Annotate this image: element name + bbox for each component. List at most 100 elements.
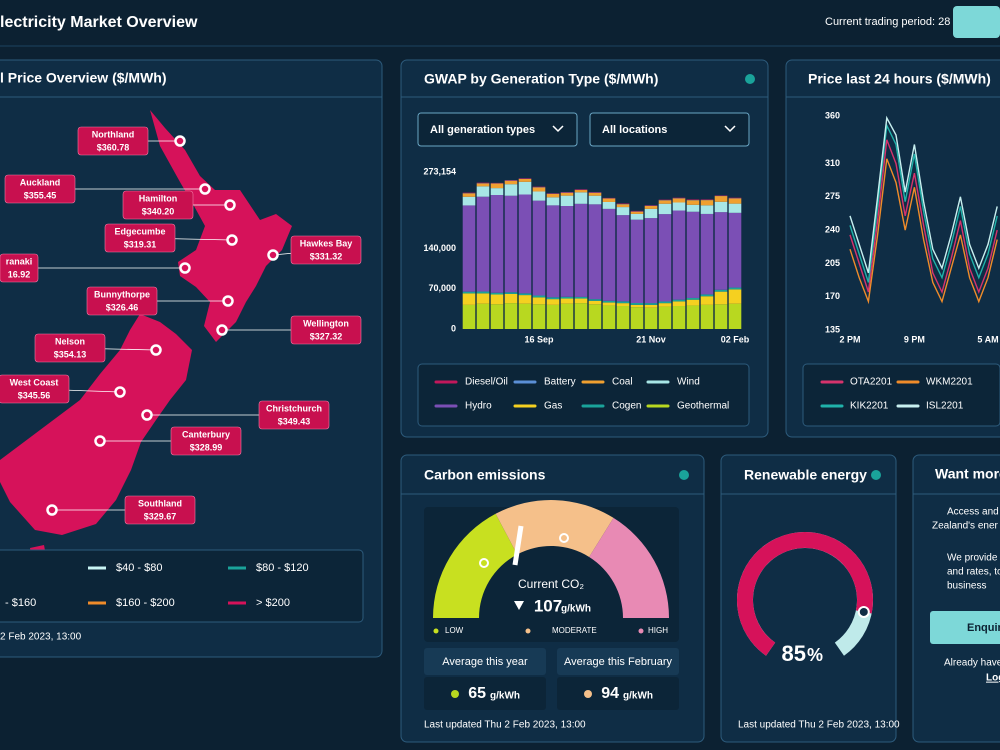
node-pin <box>141 409 153 421</box>
node-name: ranaki <box>6 256 33 266</box>
current-label: Current CO₂ <box>518 577 584 591</box>
avg-value-box <box>424 677 546 710</box>
level-dot <box>525 628 531 634</box>
promo-text: Zealand's ener <box>932 521 999 532</box>
bar-segment <box>546 197 560 206</box>
header-button[interactable] <box>953 6 1000 38</box>
bar-segment <box>462 304 476 329</box>
bar-segment <box>532 304 546 329</box>
bar-segment <box>644 304 658 308</box>
bar-segment <box>602 302 616 306</box>
bar-segment <box>658 301 672 304</box>
updated: Last updated Thu 2 Feb 2023, 13:00 <box>424 720 586 731</box>
promo-text: Access and <box>947 507 999 518</box>
bar-segment <box>574 303 588 329</box>
bar-segment <box>728 198 742 204</box>
info-icon <box>871 470 881 480</box>
node-name: Canterbury <box>182 429 230 439</box>
bar-segment <box>546 299 560 305</box>
login-link[interactable]: Log <box>986 673 1000 684</box>
legend-label: Coal <box>612 377 633 388</box>
y-tick-label: 140,000 <box>423 243 456 253</box>
legend-label: > $200 <box>256 597 290 609</box>
bar-segment <box>714 212 728 290</box>
bar-segment <box>700 294 714 297</box>
node-name: Edgecumbe <box>114 226 165 236</box>
bar-segment <box>700 304 714 329</box>
gwap-legend <box>417 363 750 427</box>
node-name: Christchurch <box>266 403 322 413</box>
bar-segment <box>658 306 672 329</box>
bar-segment <box>504 292 518 294</box>
bar-segment <box>630 304 644 308</box>
y-tick-label: 275 <box>825 191 840 201</box>
bar-segment <box>476 196 490 292</box>
legend-label: $40 - $80 <box>116 562 162 574</box>
bar-segment <box>504 293 518 304</box>
bar-segment <box>728 203 742 213</box>
bar-segment <box>476 182 490 184</box>
node-pin <box>174 135 186 147</box>
bar-segment <box>630 219 644 304</box>
bar-segment <box>476 293 490 304</box>
gauge-needle <box>512 525 524 566</box>
chevron <box>552 125 564 133</box>
bar-segment <box>630 210 644 212</box>
bar-segment <box>574 298 588 304</box>
node-pin <box>150 344 162 356</box>
bar-segment <box>560 195 574 206</box>
bar-segment <box>644 303 658 305</box>
node-price: $327.32 <box>310 331 343 341</box>
bar-segment <box>574 203 588 297</box>
bar-segment <box>672 306 686 329</box>
ring-marker <box>857 605 870 618</box>
bar-segment <box>602 201 616 209</box>
dropdown[interactable] <box>417 112 578 147</box>
bar-segment <box>602 305 616 329</box>
node-price: $328.99 <box>190 442 223 452</box>
gauge-section <box>433 513 518 618</box>
x-tick-label: 16 Sep <box>524 334 554 344</box>
panel-title: Want more <box>935 466 1000 482</box>
node-label-box <box>34 333 106 363</box>
node-label-box <box>0 374 70 404</box>
node-name: Southland <box>138 498 182 508</box>
panel-title: GWAP by Generation Type ($/MWh) <box>424 71 658 87</box>
bar-segment <box>588 304 602 329</box>
node-label-box <box>77 126 149 156</box>
bar-segment <box>546 297 560 300</box>
node-label-box <box>258 400 330 430</box>
bar-segment <box>644 205 658 209</box>
legend-label: Battery <box>544 377 576 388</box>
node-price: $319.31 <box>124 239 157 249</box>
node-price: $340.20 <box>142 206 175 216</box>
gauge-dot <box>559 533 569 543</box>
dropdown[interactable] <box>589 112 750 147</box>
node-price: $354.13 <box>54 349 87 359</box>
bar-segment <box>644 208 658 219</box>
bar-segment <box>588 300 602 305</box>
legend-label: Cogen <box>612 401 641 412</box>
bar-segment <box>560 298 574 304</box>
price-line <box>849 115 998 274</box>
map-legend <box>0 549 364 623</box>
node-name: West Coast <box>10 377 59 387</box>
bar-segment <box>602 300 616 303</box>
bar-segment <box>560 205 574 297</box>
legend-label: Wind <box>677 377 700 388</box>
bar-segment <box>686 204 700 212</box>
y-tick-label: 205 <box>825 258 840 268</box>
gauge-section <box>589 517 669 618</box>
y-tick-label: 135 <box>825 324 840 334</box>
promo-panel <box>912 454 1000 743</box>
node-name: Auckland <box>20 177 61 187</box>
node-price: $345.56 <box>18 390 51 400</box>
avg-header <box>424 648 546 675</box>
enquire-button[interactable] <box>930 611 1000 644</box>
bar-segment <box>700 205 714 214</box>
bar-segment <box>658 214 672 302</box>
node-price: $349.43 <box>278 416 311 426</box>
bar-segment <box>518 295 532 304</box>
legend-label: WKM2201 <box>926 377 973 388</box>
